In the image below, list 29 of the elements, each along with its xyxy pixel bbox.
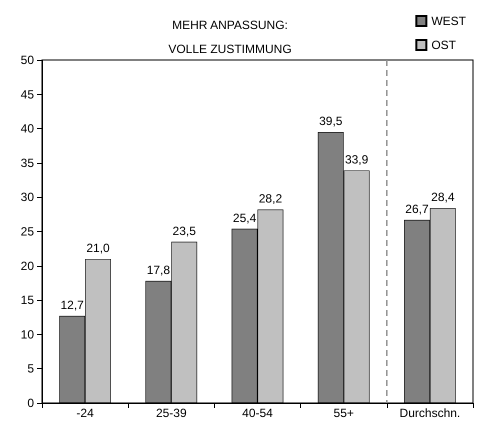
y-tick-label: 15: [20, 293, 34, 308]
data-label: 26,7: [405, 202, 429, 216]
data-label: 28,2: [258, 192, 282, 206]
legend-label: OST: [431, 38, 457, 52]
chart-title: MEHR ANPASSUNG: VOLLE ZUSTIMMUNG: [168, 18, 292, 56]
data-label: 39,5: [319, 114, 343, 128]
data-label: 33,9: [344, 152, 369, 166]
y-tick-label: 10: [20, 327, 34, 342]
y-tick-label: 40: [20, 122, 34, 136]
data-label: 12,7: [60, 298, 84, 312]
y-tick-label: 20: [20, 258, 34, 273]
data-label: 17,8: [146, 262, 170, 277]
y-tick-label: 30: [20, 190, 34, 204]
y-tick-label: 25: [20, 224, 34, 238]
data-label: 25,4: [232, 210, 257, 225]
y-tick-label: 50: [20, 53, 34, 67]
y-tick-label: 45: [20, 87, 34, 102]
x-tick-label: -24: [76, 406, 94, 420]
y-tick-label: 5: [27, 362, 34, 376]
data-label: 28,4: [431, 190, 455, 204]
x-tick-label: 40-54: [242, 406, 274, 420]
y-tick-label: 35: [20, 156, 34, 170]
x-tick-label: 55+: [334, 406, 354, 420]
x-tick-label: Durchschn.: [400, 406, 460, 420]
data-label: 23,5: [172, 224, 196, 238]
y-tick-label: 0: [27, 396, 34, 410]
x-tick-label: 25-39: [156, 406, 187, 420]
legend-label: WEST: [431, 14, 467, 28]
data-label: 21,0: [86, 240, 110, 255]
